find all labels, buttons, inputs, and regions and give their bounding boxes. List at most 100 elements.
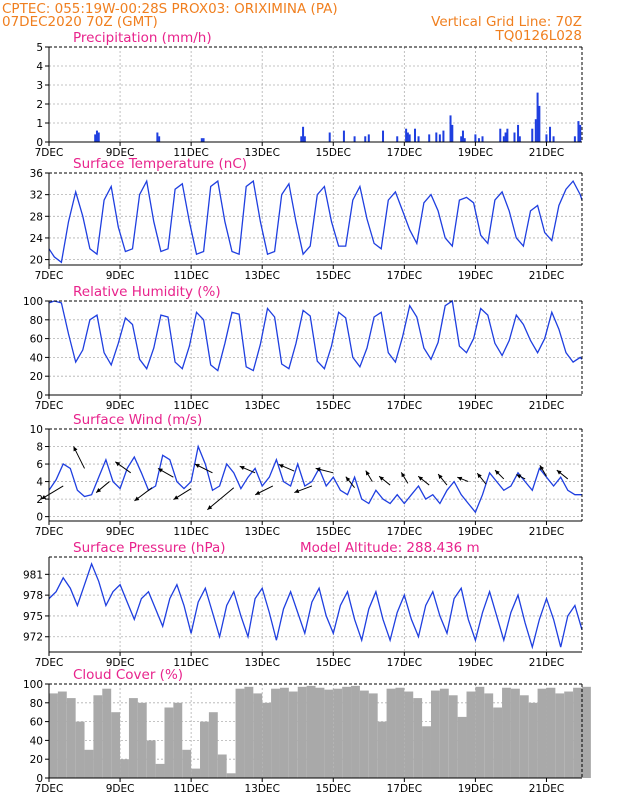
precip-bar <box>353 136 356 142</box>
cloud-bar <box>102 688 112 778</box>
wind-vector-head <box>239 465 245 470</box>
precip-bar <box>428 134 431 142</box>
cloud-bar <box>475 686 485 778</box>
x-tick-label: 7DEC <box>35 400 64 412</box>
cloud-bar <box>253 693 263 778</box>
wind-vector-head <box>438 474 443 479</box>
wind-vector-head <box>73 446 78 452</box>
wind-vector-head <box>539 465 545 471</box>
cloud-bar <box>555 693 565 778</box>
y-tick-label: 972 <box>23 632 43 644</box>
cloud-bar <box>137 702 147 778</box>
precip-bar <box>513 132 516 142</box>
x-tick-label: 21DEC <box>529 526 564 538</box>
x-tick-label: 9DEC <box>106 526 135 538</box>
precip-bar <box>518 136 521 142</box>
precip-bar <box>502 136 505 142</box>
cloud-bar <box>351 685 360 778</box>
x-tick-label: 15DEC <box>316 783 351 795</box>
cloud-bar <box>395 687 405 778</box>
cloud-bar <box>93 695 103 778</box>
cloud-bar <box>466 691 476 778</box>
x-tick-label: 9DEC <box>106 400 135 412</box>
wind-vector-head <box>134 496 140 501</box>
precip-bar <box>95 130 98 142</box>
pressure-title: Surface Pressure (hPa) <box>73 540 226 556</box>
cloud-bar <box>368 693 378 778</box>
wind-vector-head <box>96 488 102 493</box>
y-tick-label: 60 <box>30 717 43 729</box>
cloud-bar <box>173 702 183 778</box>
wind-vector-head <box>516 474 522 479</box>
x-tick-label: 7DEC <box>35 526 64 538</box>
x-tick-label: 7DEC <box>35 657 64 669</box>
y-tick-label: 4 <box>36 61 43 73</box>
cloud-bar <box>306 685 316 778</box>
x-tick-label: 19DEC <box>458 657 493 669</box>
precip-bar <box>499 128 502 142</box>
wind-vector-head <box>401 472 406 478</box>
cloud-bar <box>191 768 201 778</box>
y-tick-label: 10 <box>30 424 43 436</box>
precip-bar <box>504 132 507 142</box>
precip-bar <box>367 134 370 142</box>
precip-bar <box>303 136 306 142</box>
y-tick-label: 100 <box>23 296 43 308</box>
humidity-panel: 0 20 40 60 80 100 7DEC 9DEC 11DEC 13DEC 15DEC 17DEC… <box>23 284 583 412</box>
cloud-bar <box>404 691 414 778</box>
wind-vector-head <box>278 464 284 469</box>
x-tick-label: 17DEC <box>387 147 422 159</box>
pressure-subtitle: Model Altitude: 288.436 m <box>300 540 480 556</box>
precip-bar <box>435 132 438 142</box>
wind-vector-head <box>194 464 200 468</box>
y-tick-label: 0 <box>36 512 43 524</box>
x-tick-label: 17DEC <box>387 657 422 669</box>
y-tick-label: 8 <box>36 442 43 454</box>
wind-vector-head <box>41 494 47 500</box>
y-tick-label: 80 <box>30 698 43 710</box>
cloud-panel: 0 20 40 60 80 100 7DEC 9DEC 11DEC 13DEC 15DEC 17DEC… <box>23 667 591 795</box>
cloud-bar <box>262 702 272 778</box>
cloud-bar <box>430 690 440 778</box>
wind-vector-head <box>556 470 562 475</box>
y-tick-label: 1 <box>36 118 43 130</box>
precip-bar <box>463 138 466 142</box>
wind-vector-head <box>418 476 424 481</box>
header-run: 07DEC2020 70Z (GMT) <box>2 14 158 30</box>
x-tick-label: 7DEC <box>35 147 64 159</box>
x-tick-label: 19DEC <box>458 783 493 795</box>
x-tick-label: 15DEC <box>316 270 351 282</box>
y-tick-label: 60 <box>30 334 43 346</box>
precip-bar <box>442 130 445 142</box>
cloud-bar <box>519 695 529 778</box>
x-tick-label: 19DEC <box>458 526 493 538</box>
cloud-bar <box>564 691 574 778</box>
precip-bar <box>94 134 97 142</box>
precip-bar <box>413 128 416 142</box>
cloud-bar <box>75 721 85 778</box>
precipitation-panel: 0 1 2 3 4 5 7DEC 9DEC 11DEC 13DEC 15DEC 17DEC 19DEC 2… <box>35 30 583 159</box>
x-tick-label: 19DEC <box>458 400 493 412</box>
precip-bar <box>534 119 537 142</box>
y-tick-label: 975 <box>23 611 43 623</box>
precip-bar <box>202 138 205 142</box>
cloud-bar <box>244 686 254 778</box>
x-tick-label: 15DEC <box>316 147 351 159</box>
precip-bar <box>573 136 576 142</box>
cloud-bar <box>288 691 298 778</box>
x-tick-label: 21DEC <box>529 400 564 412</box>
cloud-bar <box>200 721 209 778</box>
x-tick-label: 17DEC <box>387 270 422 282</box>
precip-bar <box>417 136 420 142</box>
wind-vector-head <box>365 470 370 476</box>
cloud-bar <box>333 688 343 778</box>
precip-bar <box>364 136 367 142</box>
cloud-bar <box>111 712 121 778</box>
precip-bar <box>545 134 548 142</box>
y-tick-label: 36 <box>30 168 44 180</box>
precip-bar <box>477 138 480 142</box>
cloud-bar <box>208 712 218 778</box>
wind-vector-head <box>379 476 384 481</box>
x-tick-label: 17DEC <box>387 400 422 412</box>
y-tick-label: 40 <box>30 735 43 747</box>
